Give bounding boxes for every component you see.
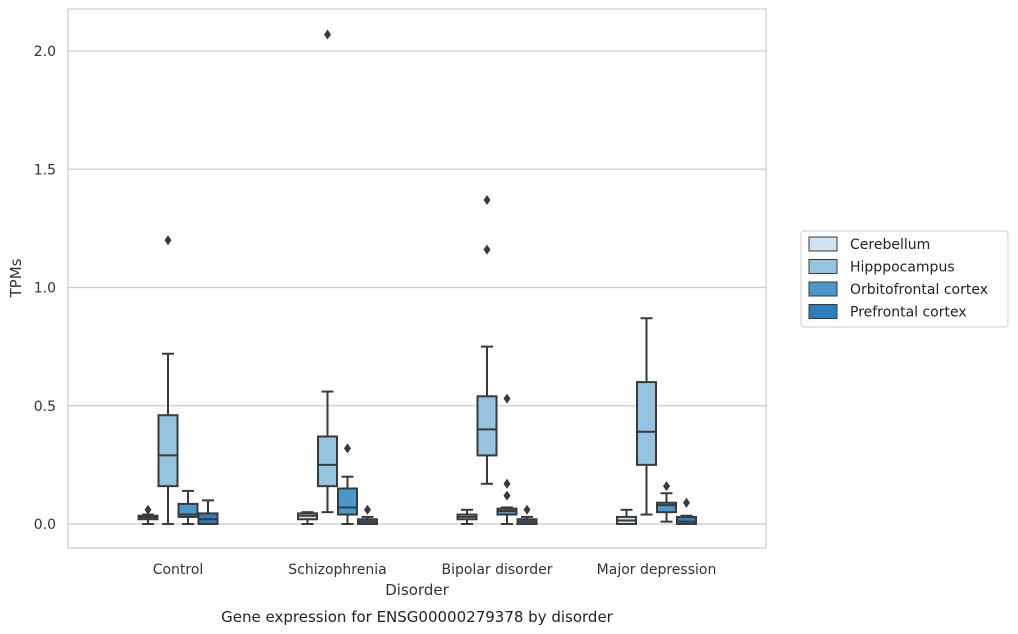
- box-body: [476, 395, 498, 457]
- x-tick-label: Control: [153, 562, 204, 578]
- y-tick-label: 2.0: [34, 44, 56, 60]
- x-tick-label: Schizophrenia: [288, 562, 386, 578]
- box-1-0: [157, 235, 179, 525]
- legend: Cerebellum Hipppocampus Orbitofrontal cort…: [800, 230, 1009, 328]
- box-1-3: [636, 317, 657, 516]
- outlier-marker: [523, 504, 531, 515]
- legend-label: Cerebellum: [850, 237, 930, 253]
- legend-label: Orbitofrontal cortex: [850, 282, 988, 298]
- legend-swatch: [808, 281, 838, 297]
- box-0-0: [137, 504, 159, 525]
- outlier-marker: [663, 481, 670, 492]
- outlier-marker: [164, 235, 172, 246]
- box-body: [337, 487, 358, 516]
- box-3-2: [516, 504, 538, 526]
- box-3-0: [197, 499, 219, 525]
- box-body: [157, 414, 179, 488]
- box-body: [317, 435, 338, 488]
- box-3-3: [676, 497, 697, 526]
- outlier-marker: [483, 244, 491, 255]
- box-0-3: [616, 508, 637, 526]
- box-body: [676, 515, 697, 526]
- outlier-marker: [344, 443, 351, 454]
- x-axis-label: Disorder: [385, 581, 449, 599]
- outlier-marker: [503, 490, 511, 501]
- legend-swatch: [808, 304, 838, 319]
- box-0-1: [297, 511, 318, 525]
- outlier-marker: [324, 29, 331, 40]
- box-2-3: [656, 481, 677, 523]
- y-tick-label: 0.0: [34, 517, 56, 533]
- outlier-marker: [503, 393, 511, 404]
- box-0-2: [456, 508, 478, 525]
- tick-layer: 0.0 0.5 1.0 1.5 2.0 Control Schizophrenia Bipol…: [34, 44, 717, 578]
- y-tick-label: 0.5: [34, 399, 56, 415]
- y-axis-label: TPMs: [7, 258, 25, 298]
- box-1-1: [317, 29, 338, 514]
- y-tick-label: 1.0: [34, 281, 56, 297]
- box-layer: [137, 29, 697, 526]
- outlier-marker: [364, 504, 371, 515]
- box-2-2: [496, 393, 518, 525]
- plot-frame: [67, 8, 767, 549]
- legend-swatch: [808, 259, 838, 274]
- legend-frame: [800, 230, 1009, 328]
- box-2-1: [337, 443, 358, 525]
- outlier-marker: [483, 194, 491, 205]
- outlier-marker: [144, 504, 152, 515]
- outlier-marker: [683, 497, 690, 508]
- box-body: [656, 501, 677, 514]
- x-tick-label: Major depression: [597, 562, 717, 578]
- box-1-2: [476, 194, 498, 485]
- box-2-0: [177, 489, 199, 525]
- y-tick-label: 1.5: [34, 162, 56, 178]
- outlier-marker: [503, 478, 511, 489]
- figure-caption: Gene expression for ENSG00000279378 by d…: [221, 608, 614, 626]
- legend-label: Prefrontal cortex: [850, 305, 967, 321]
- box-3-1: [357, 504, 378, 526]
- box-body: [636, 381, 657, 466]
- x-tick-label: Bipolar disorder: [441, 562, 552, 578]
- legend-swatch: [808, 236, 838, 252]
- legend-label: Hipppocampus: [850, 260, 955, 276]
